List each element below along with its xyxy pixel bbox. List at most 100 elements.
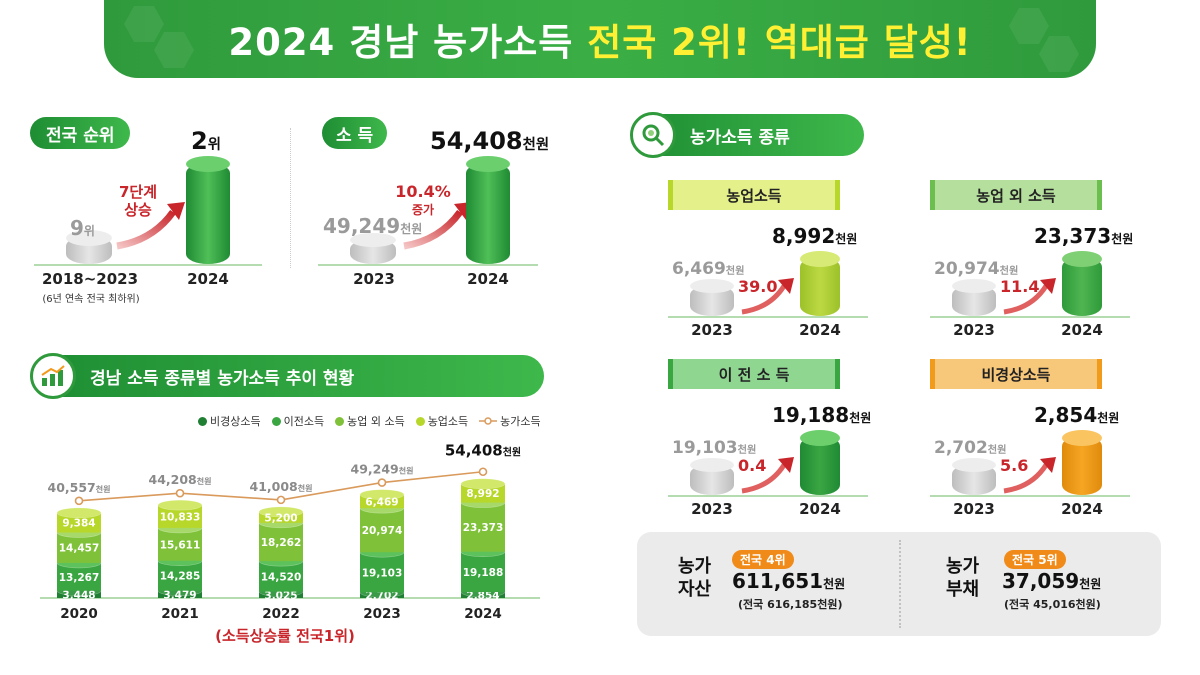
rank-curr-value: 2위 <box>191 127 221 155</box>
bar-value-label: 3,448 <box>62 589 95 601</box>
debt-label: 농가 부채 <box>946 556 980 600</box>
bar-value-label: 19,188 <box>463 567 504 579</box>
bar-segment <box>360 508 404 553</box>
income-prev-value: 49,249천원 <box>323 214 423 238</box>
income-prev-cylinder <box>350 233 396 264</box>
bar-segment-top <box>157 499 203 511</box>
type-label: 비경상소득 <box>930 359 1102 389</box>
assets-national: (전국 616,185천원) <box>738 598 843 611</box>
bar-value-label: 14,457 <box>59 543 100 555</box>
title-banner: 2024 경남 농가소득 전국 2위! 역대급 달성! <box>104 0 1096 78</box>
rank-prev-value: 9위 <box>70 216 95 240</box>
income-line-point <box>377 478 387 487</box>
type-label: 농업소득 <box>668 180 840 210</box>
type-baseline <box>930 495 1130 497</box>
assets-label: 농가 자산 <box>678 556 712 600</box>
type-rate: 5.6 <box>1000 456 1029 475</box>
bar-segment-top <box>258 506 304 518</box>
rank-curr-period: 2024 <box>187 270 229 288</box>
type-prev-cylinder <box>952 458 996 495</box>
income-line-point <box>276 495 286 505</box>
income-curr-year: 2024 <box>467 270 509 288</box>
type-up-arrow-icon <box>1003 278 1056 315</box>
bar-segment <box>57 512 101 533</box>
income-line-label: 54,408천원 <box>445 442 521 460</box>
bar-value-label: 3,025 <box>264 590 297 602</box>
bar-value-label: 19,103 <box>362 567 403 579</box>
rank-prev-period: 2018~2023 <box>41 270 139 288</box>
type-curr-cylinder <box>800 430 840 495</box>
debt-rank-badge: 전국 5위 <box>1004 549 1066 569</box>
bar-segment <box>461 483 505 503</box>
type-prev-cylinder <box>952 279 996 316</box>
type-label: 농업 외 소득 <box>930 180 1102 210</box>
type-prev-value: 20,974천원 <box>934 259 1019 279</box>
type-prev-cylinder <box>690 458 734 495</box>
debt-national: (전국 45,016천원) <box>1004 598 1101 611</box>
debt-value: 37,059천원 <box>1002 569 1102 593</box>
rank-prev-cylinder <box>66 230 112 264</box>
bar-segment-top <box>56 507 102 519</box>
bar-segment <box>461 551 505 593</box>
magnifier-icon <box>630 112 676 158</box>
x-tick-label: 2021 <box>161 606 199 622</box>
income-line-point <box>175 488 185 498</box>
bar-value-label: 2,702 <box>365 590 398 602</box>
bar-value-label: 15,611 <box>160 539 201 551</box>
type-curr-value: 23,373천원 <box>1034 224 1134 248</box>
divider <box>290 128 291 268</box>
type-curr-cylinder <box>1062 430 1102 495</box>
trend-legend: 비경상소득 이전소득 농업 외 소득 농업소득 농가소득 <box>198 413 541 429</box>
bar-segment <box>461 502 505 552</box>
bar-segment <box>259 522 303 562</box>
bar-chart-icon <box>30 353 76 399</box>
type-baseline <box>668 316 868 318</box>
income-curr-cylinder <box>466 156 510 264</box>
bar-value-label: 10,833 <box>160 512 201 524</box>
bar-value-label: 20,974 <box>362 525 403 537</box>
legend-item: 이전소득 <box>271 413 324 429</box>
bar-value-label: 14,285 <box>160 571 201 583</box>
trend-section-label: 경남 소득 종류별 농가소득 추이 현황 <box>30 353 544 399</box>
rank-change: 7단계 상승 <box>118 183 158 219</box>
x-tick-label: 2022 <box>262 606 300 622</box>
bar-value-label: 14,520 <box>261 571 302 583</box>
type-curr-value: 8,992천원 <box>772 224 858 248</box>
bar-value-label: 18,262 <box>261 537 302 549</box>
trend-note: (소득상승률 전국1위) <box>215 627 355 645</box>
income-prev-year: 2023 <box>353 270 395 288</box>
type-curr-year: 2024 <box>1061 500 1103 518</box>
bar-value-label: 6,469 <box>365 496 398 508</box>
income-line-label: 41,008천원 <box>250 479 313 494</box>
type-curr-value: 2,854천원 <box>1034 403 1120 427</box>
bar-segment <box>158 505 202 528</box>
type-label: 이 전 소 득 <box>668 359 840 389</box>
bar-value-label: 5,200 <box>264 512 297 524</box>
rank-prev-note: (6년 연속 전국 최하위) <box>42 294 140 305</box>
bar-value-label: 8,992 <box>466 488 499 500</box>
type-curr-year: 2024 <box>799 321 841 339</box>
type-prev-value: 2,702천원 <box>934 438 1007 458</box>
type-prev-year: 2023 <box>953 321 995 339</box>
legend-item: 농가소득 <box>479 413 541 429</box>
type-curr-cylinder <box>1062 251 1102 316</box>
summary-divider <box>899 540 901 628</box>
type-up-arrow-icon <box>741 457 794 494</box>
income-line-label: 44,208천원 <box>149 472 212 487</box>
legend-item: 농업소득 <box>415 413 468 429</box>
type-prev-value: 6,469천원 <box>672 259 745 279</box>
type-rate: 11.4 <box>1000 277 1040 296</box>
type-rate: 0.4 <box>738 456 767 475</box>
bar-segment <box>360 552 404 593</box>
type-up-arrow-icon <box>1003 457 1056 494</box>
type-baseline <box>930 316 1130 318</box>
legend-item: 비경상소득 <box>198 413 261 429</box>
x-tick-label: 2023 <box>363 606 401 622</box>
types-section-label: 농가소득 종류 <box>630 112 864 158</box>
bar-segment <box>158 527 202 561</box>
bar-value-label: 13,267 <box>59 572 100 584</box>
income-line-label: 40,557천원 <box>48 480 111 495</box>
type-prev-year: 2023 <box>691 500 733 518</box>
rank-baseline <box>34 264 262 266</box>
x-tick-label: 2020 <box>60 606 98 622</box>
